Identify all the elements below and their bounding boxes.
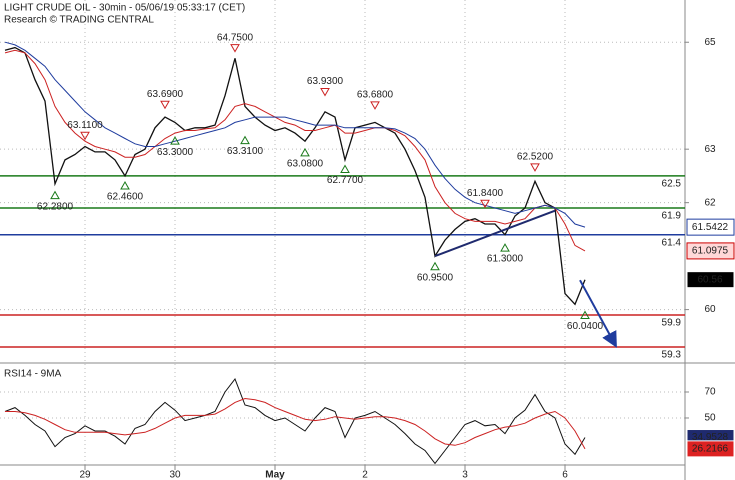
high-marker	[80, 131, 90, 141]
x-tick-label: 29	[79, 470, 91, 480]
high-marker	[480, 199, 490, 209]
high-marker	[230, 44, 240, 53]
series-line	[4, 46, 586, 306]
x-tick-label: 30	[169, 470, 181, 480]
low-marker	[170, 136, 180, 145]
chart-title: LIGHT CRUDE OIL - 30min - 05/06/19 05:33…	[4, 3, 245, 14]
annotation-label: 62.7700	[327, 175, 364, 186]
value-tag-label: 61.5422	[692, 222, 729, 233]
chart-subtitle: Research © TRADING CENTRAL	[4, 15, 154, 26]
value-tag-label: 61.0975	[692, 246, 729, 257]
series-line	[5, 397, 586, 450]
value-tag	[686, 242, 735, 260]
annotation-label: 63.3100	[227, 146, 264, 157]
level-label: 61.4	[662, 237, 682, 248]
annotation-label: 60.9500	[417, 272, 454, 283]
low-marker	[430, 261, 440, 271]
annotation-label: 63.3000	[157, 147, 194, 158]
high-marker	[530, 163, 540, 172]
annotation-label: 61.8400	[467, 188, 504, 199]
series-line	[4, 377, 586, 465]
y-tick-label: 50	[704, 413, 716, 424]
low-marker	[240, 135, 250, 145]
high-marker	[370, 101, 380, 110]
annotation-label: 61.3000	[487, 254, 524, 265]
value-tag	[686, 271, 735, 289]
x-tick-label: 6	[562, 470, 568, 480]
value-tag-label: 26.2166	[692, 444, 729, 455]
value-tag	[686, 440, 735, 458]
annotation-label: 63.6900	[147, 89, 184, 100]
level-label: 59.3	[662, 350, 682, 361]
series-line	[4, 41, 586, 228]
value-tag-label: 60.56	[697, 274, 722, 285]
rsi-title: RSI14 - 9MA	[4, 369, 62, 380]
series-line	[4, 49, 586, 252]
low-marker	[580, 310, 590, 319]
y-tick-label: 62	[704, 197, 716, 208]
low-marker	[300, 147, 310, 157]
level-label: 62.5	[662, 179, 682, 190]
trendline	[434, 209, 556, 258]
annotation-label: 62.5200	[517, 151, 554, 162]
level-label: 61.9	[662, 211, 682, 222]
level-label: 59.9	[662, 318, 682, 329]
annotation-label: 62.4600	[107, 192, 144, 203]
y-tick-label: 63	[704, 144, 716, 155]
annotation-label: 62.2800	[37, 201, 74, 212]
annotation-label: 63.0800	[287, 159, 324, 170]
high-marker	[160, 100, 170, 110]
annotation-label: 63.1100	[67, 120, 103, 131]
low-marker	[500, 243, 510, 252]
low-marker	[50, 190, 60, 200]
annotation-label: 63.9300	[307, 76, 344, 87]
x-tick-label: May	[265, 470, 285, 480]
annotation-label: 64.7500	[217, 32, 254, 43]
x-tick-label: 3	[462, 470, 468, 480]
y-tick-label: 65	[704, 37, 716, 48]
low-marker	[120, 181, 130, 190]
high-marker	[320, 87, 330, 97]
annotation-label: 63.6800	[357, 89, 394, 100]
y-tick-label: 60	[704, 304, 716, 315]
value-tag-label: 34.9528	[692, 432, 729, 443]
x-tick-label: 2	[362, 470, 368, 480]
value-tag	[686, 218, 735, 236]
y-tick-label: 70	[704, 387, 716, 398]
trendline	[579, 279, 617, 348]
low-marker	[340, 164, 350, 173]
annotation-label: 60.0400	[567, 321, 604, 332]
